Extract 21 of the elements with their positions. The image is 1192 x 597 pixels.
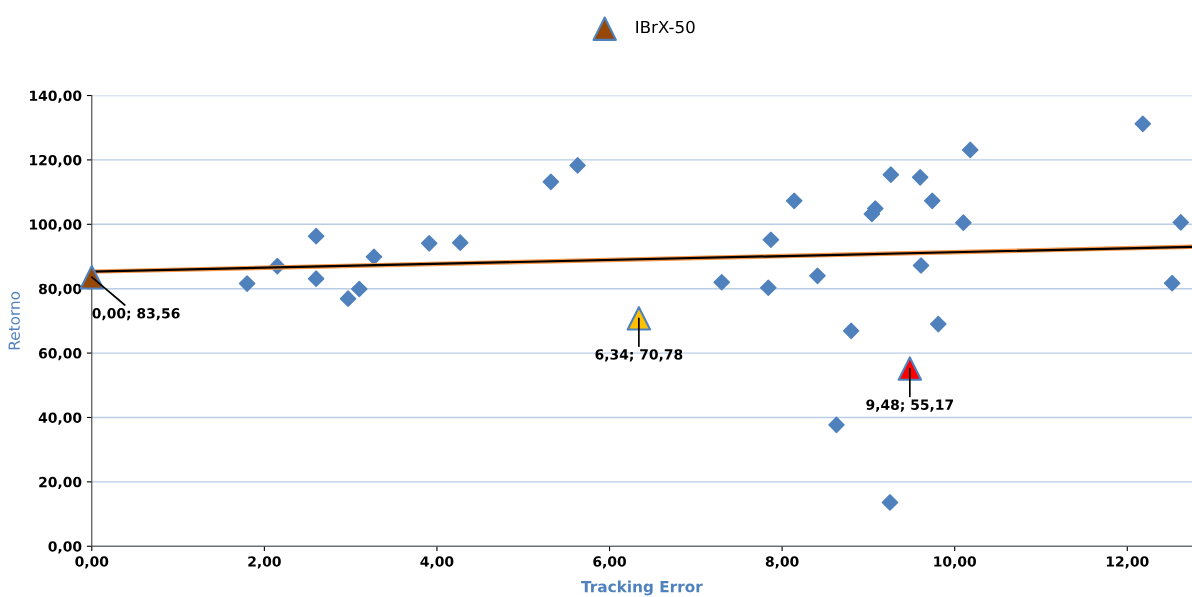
y-tick-label: 120,00 — [30, 154, 82, 168]
y-tick-label: 80,00 — [38, 283, 82, 296]
y-tick-label: 60,00 — [38, 348, 82, 361]
x-axis-title: Tracking Error — [581, 580, 703, 596]
y-tick-label: 0,00 — [48, 541, 82, 554]
x-tick-label: 8,00 — [765, 556, 799, 569]
y-axis-title: Retorno — [8, 291, 20, 350]
x-tick-label: 10,00 — [934, 556, 976, 569]
x-tick-label: 12,00 — [1106, 556, 1149, 569]
x-tick-label: 2,00 — [248, 556, 281, 569]
annotation: 9,48; 55,17 — [866, 399, 954, 412]
y-tick-label: 20,00 — [39, 476, 82, 490]
annotation: 0,00; 83,56 — [92, 308, 180, 321]
y-tick-label: 140,00 — [30, 90, 82, 103]
x-tick-label: 4,00 — [420, 556, 454, 569]
y-tick-label: 100,00 — [30, 219, 82, 232]
y-tick-label: 40,00 — [38, 412, 82, 425]
legend-label: IBrX-50 — [636, 20, 695, 34]
x-tick-label: 6,00 — [593, 556, 626, 569]
annotation: 6,34; 70,78 — [595, 349, 683, 362]
x-tick-label: 0,00 — [75, 556, 109, 569]
